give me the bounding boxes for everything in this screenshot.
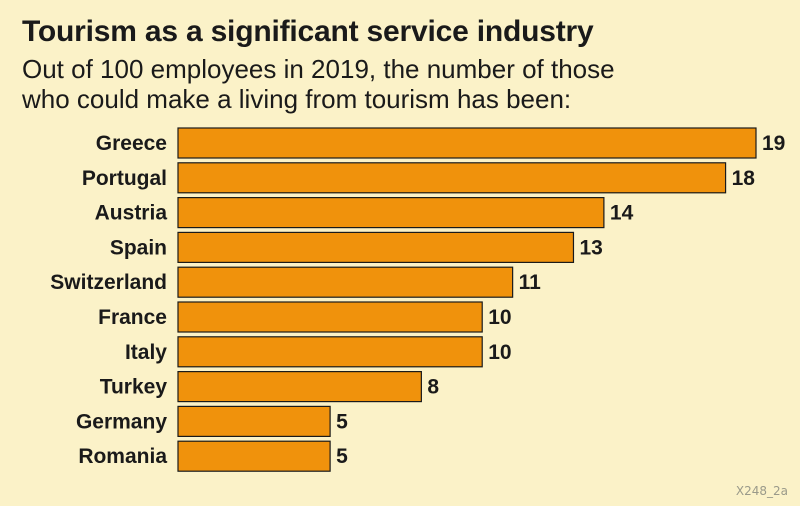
value-label-germany: 5 (336, 410, 348, 433)
category-label-spain: Spain (110, 236, 167, 259)
category-label-germany: Germany (76, 410, 167, 433)
bar-france (177, 301, 483, 333)
category-label-france: France (98, 306, 167, 329)
value-label-turkey: 8 (427, 376, 439, 399)
category-label-romania: Romania (78, 445, 167, 468)
value-label-portugal: 18 (732, 167, 756, 190)
bar-austria (177, 197, 605, 229)
bar-italy (177, 336, 483, 368)
value-label-france: 10 (488, 306, 511, 329)
source-code: X248_2a (735, 484, 788, 498)
value-label-romania: 5 (336, 445, 348, 468)
category-label-greece: Greece (96, 132, 167, 155)
chart-subtitle-line-2: who could make a living from tourism has… (22, 84, 572, 114)
bar-spain (177, 231, 575, 263)
bar-switzerland (177, 266, 514, 298)
category-label-switzerland: Switzerland (50, 271, 167, 294)
value-label-greece: 19 (762, 132, 785, 155)
value-label-spain: 13 (579, 236, 602, 259)
bar-germany (177, 405, 331, 437)
bar-portugal (177, 162, 727, 194)
chart-title: Tourism as a significant service industr… (22, 15, 594, 48)
value-label-switzerland: 11 (519, 271, 542, 294)
category-label-italy: Italy (125, 341, 167, 364)
value-label-italy: 10 (488, 341, 511, 364)
bar-romania (177, 440, 331, 472)
chart-subtitle: Out of 100 employees in 2019, the number… (22, 54, 615, 114)
category-label-austria: Austria (95, 202, 168, 225)
category-label-turkey: Turkey (100, 376, 168, 399)
value-label-austria: 14 (610, 202, 634, 225)
category-label-portugal: Portugal (82, 167, 167, 190)
chart-subtitle-line-1: Out of 100 employees in 2019, the number… (22, 54, 615, 84)
bar-turkey (177, 371, 422, 403)
bar-greece (177, 127, 757, 159)
